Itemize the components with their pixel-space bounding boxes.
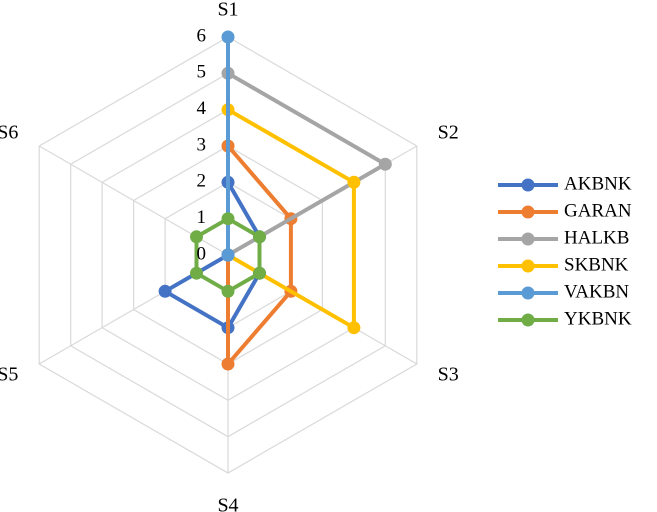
legend-item-skbnk: SKBNK [498, 254, 629, 275]
legend-label: AKBNK [564, 173, 632, 194]
axis-label-s5: S5 [0, 364, 18, 386]
series-vakbn [221, 30, 235, 262]
data-point [221, 284, 235, 298]
data-point [378, 157, 392, 171]
tick-label: 4 [197, 98, 207, 119]
data-point [253, 230, 266, 244]
legend-marker [521, 178, 535, 192]
series-line [163, 180, 262, 330]
tick-label: 6 [197, 25, 207, 46]
legend-marker [521, 259, 535, 273]
series-ykbnk [190, 212, 266, 298]
series-akbnk [158, 175, 266, 335]
data-point [347, 321, 361, 335]
legend-label: HALKB [564, 227, 629, 248]
axis-label-s3: S3 [438, 364, 459, 386]
legend-label: SKBNK [564, 254, 629, 275]
axis-labels: S1 S2 S3 S4 S5 S6 [0, 0, 459, 512]
data-point [158, 284, 172, 298]
radar-series [158, 30, 392, 371]
axis-label-s6: S6 [0, 122, 18, 144]
tick-label: 0 [197, 243, 207, 264]
legend-marker [521, 232, 535, 246]
data-point [190, 266, 203, 280]
legend-item-akbnk: AKBNK [498, 173, 632, 194]
data-point [221, 357, 235, 371]
axis-label-s1: S1 [217, 0, 238, 21]
series-halkb [221, 66, 392, 262]
tick-labels: 0 1 2 3 4 5 6 [197, 25, 207, 264]
series-line [226, 71, 388, 257]
data-point [221, 212, 235, 226]
tick-label: 5 [197, 62, 207, 83]
legend-marker [521, 205, 535, 219]
legend-label: GARAN [564, 200, 632, 221]
legend-marker [521, 286, 535, 300]
legend-item-vakbn: VAKBN [498, 281, 629, 302]
data-point [221, 248, 235, 262]
legend-item-halkb: HALKB [498, 227, 629, 248]
axis-label-s4: S4 [217, 495, 238, 512]
data-point [190, 230, 203, 244]
tick-label: 1 [197, 207, 207, 228]
legend-marker [521, 313, 535, 327]
legend-item-garan: GARAN [498, 200, 632, 221]
legend-item-ykbnk: YKBNK [498, 308, 632, 329]
tick-label: 2 [197, 171, 207, 192]
data-point [347, 175, 361, 189]
legend-label: VAKBN [564, 281, 629, 302]
tick-label: 3 [197, 134, 207, 155]
data-point [253, 266, 266, 280]
data-point [221, 30, 235, 44]
axis-label-s2: S2 [438, 122, 459, 144]
legend-label: YKBNK [564, 308, 632, 329]
legend: AKBNK GARAN HALKB SKBNK VAKBN YKBNK [498, 173, 632, 329]
